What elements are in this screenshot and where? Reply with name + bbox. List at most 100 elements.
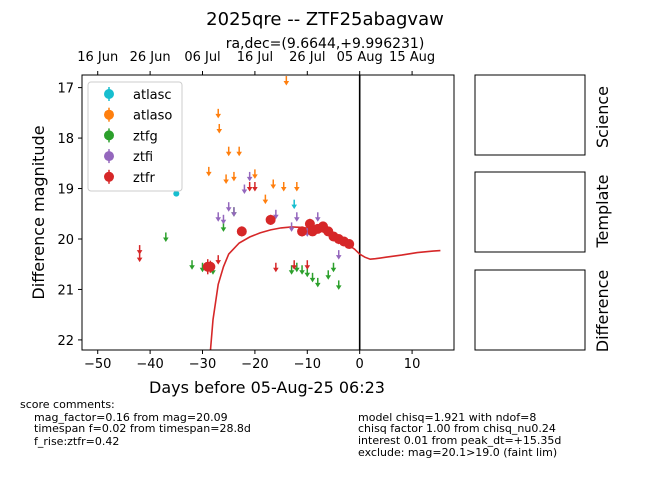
y-tick-label: 21 — [57, 283, 74, 298]
top-tick-label: 16 Jun — [77, 50, 118, 65]
top-date-axis: 16 Jun 26 Jun 06 Jul 16 Jul 26 Jul 05 Aug 15 A… — [77, 50, 435, 75]
y-axis-label: Difference magnitude — [29, 125, 48, 299]
upper-limit-marker — [280, 182, 287, 192]
x-tick-label: −40 — [136, 357, 163, 372]
upper-limit-marker — [225, 202, 232, 212]
legend-label: ztfi — [133, 150, 153, 165]
upper-limit-marker — [252, 169, 258, 179]
upper-limit-marker — [330, 262, 337, 273]
detection-point — [173, 190, 180, 197]
legend-label: ztfr — [133, 171, 155, 186]
upper-limit-marker — [335, 250, 342, 260]
upper-limit-marker — [270, 179, 277, 189]
template-panel — [474, 171, 586, 253]
model-comment-line: model chisq=1.921 with ndof=8 — [358, 411, 536, 424]
score-comment-line: mag_factor=0.16 from mag=20.09 — [34, 411, 228, 424]
model-comment-line: exclude: mag=20.1>19.0 (faint lim) — [358, 446, 557, 459]
upper-limit-marker — [215, 108, 222, 119]
plot-frame — [81, 74, 455, 351]
upper-limit-marker — [314, 212, 321, 222]
upper-limit-marker — [299, 265, 305, 275]
model-comment-line: chisq factor 1.00 from chisq_nu0.24 — [358, 422, 556, 435]
legend-marker — [104, 151, 114, 162]
upper-limit-marker — [325, 270, 332, 280]
legend: atlasc atlaso ztfg ztfi ztfr — [87, 81, 183, 192]
y-axis: 17 18 19 20 21 22 — [57, 82, 82, 349]
upper-limit-marker — [231, 171, 237, 182]
template-label: Template — [593, 174, 612, 248]
upper-limit-marker — [288, 222, 295, 232]
x-tick-label: −20 — [241, 357, 268, 372]
upper-limit-marker — [136, 252, 143, 263]
detection-point — [297, 226, 308, 237]
upper-limit-marker — [283, 76, 290, 86]
figure-title: 2025qre -- ZTF25abagvaw — [206, 9, 444, 30]
upper-limit-marker — [216, 123, 223, 134]
upper-limit-marker — [246, 171, 253, 182]
upper-limit-marker — [294, 262, 300, 273]
top-tick-label: 15 Aug — [389, 50, 435, 65]
upper-limit-marker — [241, 184, 248, 195]
x-tick-label: 10 — [404, 357, 421, 372]
upper-limit-marker — [215, 255, 222, 265]
model-comment-line: interest 0.01 from peak_dt=+15.35d — [358, 434, 561, 447]
top-tick-label: 26 Jul — [289, 50, 325, 65]
upper-limit-marker — [294, 212, 300, 222]
upper-limit-marker — [288, 265, 295, 275]
upper-limit-marker — [225, 146, 232, 157]
upper-limit-marker — [309, 272, 316, 283]
score-comment-line: f_rise:ztfr=0.42 — [34, 435, 119, 448]
upper-limit-marker — [163, 232, 169, 242]
legend-marker — [104, 171, 114, 182]
chart-marks — [136, 75, 441, 350]
x-axis-label: Days before 05-Aug-25 06:23 — [149, 378, 385, 397]
x-tick-label: −10 — [294, 357, 321, 372]
legend-label: atlasc — [133, 88, 172, 103]
upper-limit-marker — [335, 280, 342, 290]
upper-limit-marker — [231, 207, 237, 217]
score-comment-line: timespan f=0.02 from timespan=28.8d — [34, 422, 251, 435]
upper-limit-marker — [205, 166, 212, 177]
top-tick-label: 26 Jun — [130, 50, 171, 65]
figure-subtitle: ra,dec=(9.6644,+9.996231) — [226, 36, 425, 52]
legend-box — [87, 81, 183, 192]
upper-limit-marker — [220, 214, 227, 225]
legend-marker — [104, 109, 114, 120]
legend-label: ztfg — [133, 129, 158, 144]
upper-limit-marker — [291, 260, 297, 270]
upper-limit-marker — [273, 262, 279, 273]
y-tick-label: 18 — [57, 132, 74, 147]
y-tick-label: 19 — [57, 183, 74, 198]
legend-label: atlaso — [133, 109, 172, 124]
detection-point — [205, 260, 216, 273]
upper-limit-marker — [246, 182, 253, 192]
legend-marker — [104, 89, 114, 99]
upper-limit-marker — [291, 199, 297, 210]
top-tick-label: 05 Aug — [337, 50, 383, 65]
upper-limit-marker — [252, 182, 258, 192]
detection-point — [344, 239, 355, 250]
x-tick-label: 0 — [356, 357, 364, 372]
upper-limit-marker — [136, 245, 143, 255]
upper-limit-marker — [215, 212, 222, 222]
legend-marker — [104, 130, 114, 141]
light-curve-plot: 16 Jun 26 Jun 06 Jul 16 Jul 26 Jul 05 Aug 15 A… — [29, 50, 455, 397]
upper-limit-marker — [304, 260, 311, 270]
top-tick-label: 06 Jul — [184, 50, 220, 65]
y-tick-label: 17 — [57, 82, 74, 97]
y-tick-label: 22 — [57, 334, 74, 349]
upper-limit-marker — [314, 277, 321, 288]
upper-limit-marker — [189, 260, 195, 270]
top-tick-label: 16 Jul — [237, 50, 273, 65]
x-tick-label: −50 — [84, 357, 111, 372]
upper-limit-marker — [273, 209, 279, 220]
science-panel — [474, 74, 586, 156]
upper-limit-marker — [262, 194, 269, 205]
x-tick-label: −30 — [189, 357, 216, 372]
upper-limit-marker — [294, 182, 300, 192]
science-label: Science — [593, 86, 612, 148]
upper-limit-marker — [223, 174, 229, 184]
detection-point — [265, 214, 276, 225]
